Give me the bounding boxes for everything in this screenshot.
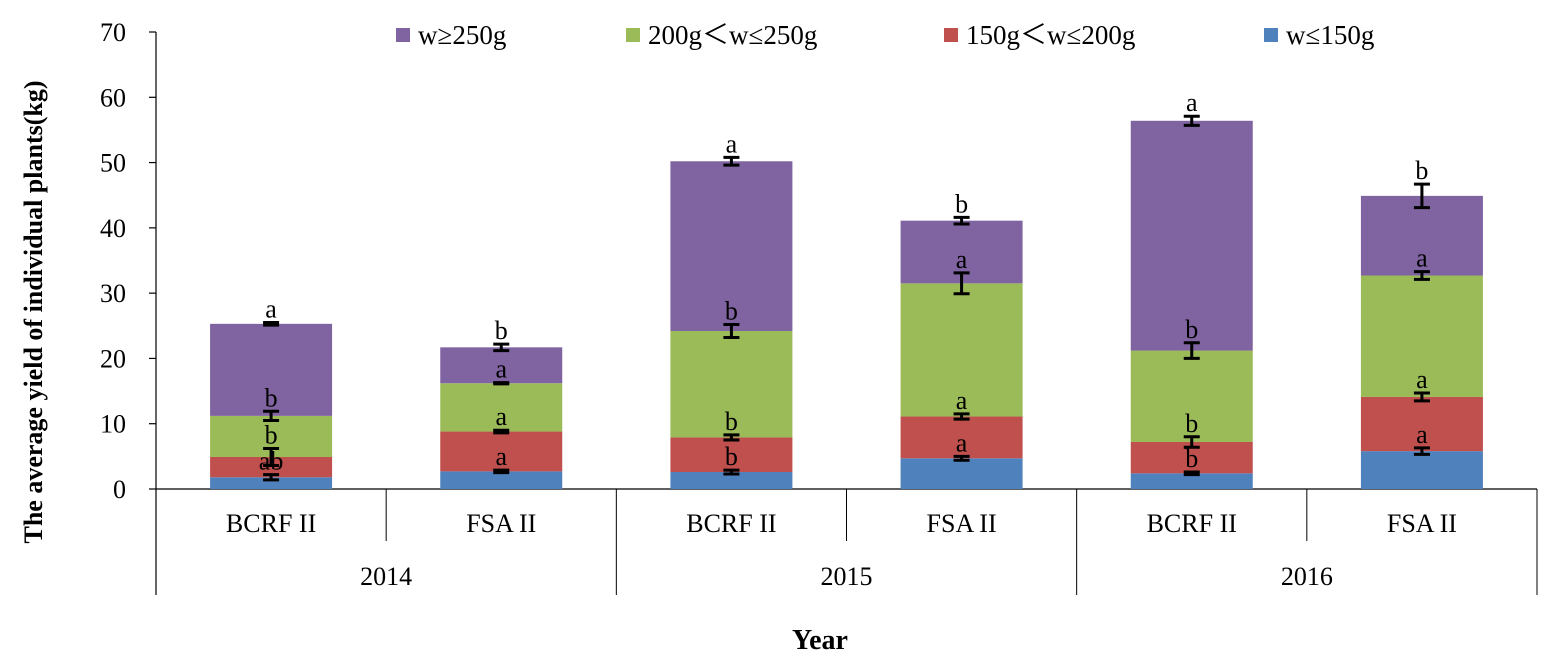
y-axis-label: The average yield of individual plants(k… [19, 81, 48, 544]
bar-segment [1130, 350, 1253, 442]
bar-segment [1360, 195, 1483, 276]
legend-swatch [944, 28, 958, 42]
group-label: 2014 [360, 562, 412, 591]
legend-swatch [396, 28, 410, 42]
axes-layer: 0 10 20 30 40 50 60 70 BCRF II FSA II BCRF II FSA I… [100, 18, 1538, 595]
bar-segment [1130, 473, 1253, 489]
significance-letter: a [1416, 365, 1428, 394]
x-axis-label: Year [792, 625, 848, 656]
y-tick-label: 70 [100, 18, 126, 47]
bar-segment [900, 458, 1023, 489]
bar-segment [210, 323, 333, 416]
significance-letter: b [1185, 315, 1198, 344]
significance-letter: b [725, 442, 738, 471]
bars-layer [210, 120, 1483, 489]
legend-label: 150g＜w≤200g [966, 20, 1135, 50]
bar-segment [1360, 451, 1483, 489]
bar-segment [1360, 275, 1483, 397]
bar-segment [440, 431, 563, 472]
significance-letter: a [495, 442, 507, 471]
legend: w≥250g 200g＜w≤250g 150g＜w≤200g w≤150g [396, 20, 1374, 50]
group-label: 2015 [821, 562, 873, 591]
significance-letter: a [726, 129, 738, 158]
significance-letter: a [1416, 420, 1428, 449]
category-label: BCRF II [1147, 509, 1237, 538]
y-tick-label: 40 [100, 214, 126, 243]
category-label: FSA II [1387, 509, 1457, 538]
bar-segment [670, 331, 793, 438]
category-label: FSA II [466, 509, 536, 538]
significance-letter: ab [259, 447, 284, 476]
significance-letter: b [1415, 156, 1428, 185]
y-tick-label: 50 [100, 149, 126, 178]
significance-letter: a [1186, 88, 1198, 117]
significance-letter: b [725, 407, 738, 436]
error-bars-layer [263, 114, 1430, 482]
bar-segment [440, 347, 563, 384]
significance-letter: b [1185, 444, 1198, 473]
significance-letter: a [956, 245, 968, 274]
significance-letter: b [265, 383, 278, 412]
bar-segment [670, 161, 793, 332]
y-tick-label: 60 [100, 83, 126, 112]
category-label: BCRF II [686, 509, 776, 538]
significance-letter: b [725, 296, 738, 325]
significance-letter: a [956, 386, 968, 415]
significance-letter: a [1416, 244, 1428, 273]
bar-segment [440, 383, 563, 432]
bar-segment [210, 477, 333, 489]
bar-segment [900, 416, 1023, 459]
bar-segment [210, 457, 333, 478]
bar-segment [670, 437, 793, 473]
significance-letter: a [495, 402, 507, 431]
legend-swatch [626, 28, 640, 42]
group-label: 2016 [1281, 562, 1333, 591]
bar-segment [440, 471, 563, 489]
significance-letter: b [1185, 409, 1198, 438]
significance-letter: a [495, 355, 507, 384]
category-label: BCRF II [226, 509, 316, 538]
legend-label: 200g＜w≤250g [648, 20, 817, 50]
significance-letter: b [495, 316, 508, 345]
significance-letter: b [265, 421, 278, 450]
bar-segment [1130, 120, 1253, 351]
category-label: FSA II [927, 509, 997, 538]
legend-label: w≤150g [1286, 20, 1374, 50]
bar-segment [900, 283, 1023, 417]
significance-letter: b [955, 189, 968, 218]
bar-segment [1360, 396, 1483, 452]
significance-letter: a [956, 428, 968, 457]
y-tick-label: 10 [100, 410, 126, 439]
y-tick-label: 30 [100, 279, 126, 308]
legend-swatch [1264, 28, 1278, 42]
y-tick-label: 20 [100, 344, 126, 373]
bar-segment [670, 472, 793, 489]
y-tick-label: 0 [113, 475, 126, 504]
legend-label: w≥250g [418, 20, 506, 50]
significance-letter: a [265, 295, 277, 324]
